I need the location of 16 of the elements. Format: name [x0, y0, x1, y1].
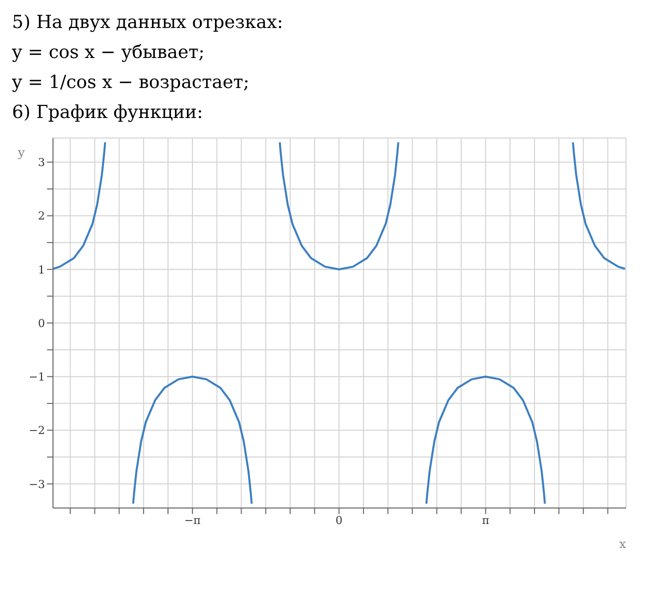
x-tick-label: 0	[336, 514, 343, 527]
x-axis-title: x	[619, 537, 626, 551]
y-tick-label: 1	[38, 263, 45, 276]
x-tick-label: −π	[184, 514, 201, 527]
y-tick-label: 3	[38, 156, 45, 170]
y-tick-label: 2	[38, 210, 45, 223]
text: y = 1/cos x − возрастает;	[12, 71, 250, 95]
y-tick-label: 0	[38, 316, 45, 330]
y-tick-label: −1	[28, 370, 45, 384]
y-tick-label: −3	[28, 478, 45, 491]
y-axis-title: y	[17, 146, 25, 160]
text: 6) График функции:	[12, 101, 204, 125]
y-tick-label: −2	[28, 424, 45, 438]
text: 5) На двух данных отрезках:	[12, 11, 284, 35]
x-tick-label: π	[482, 514, 490, 527]
text: y = cos x − убывает;	[12, 41, 206, 65]
